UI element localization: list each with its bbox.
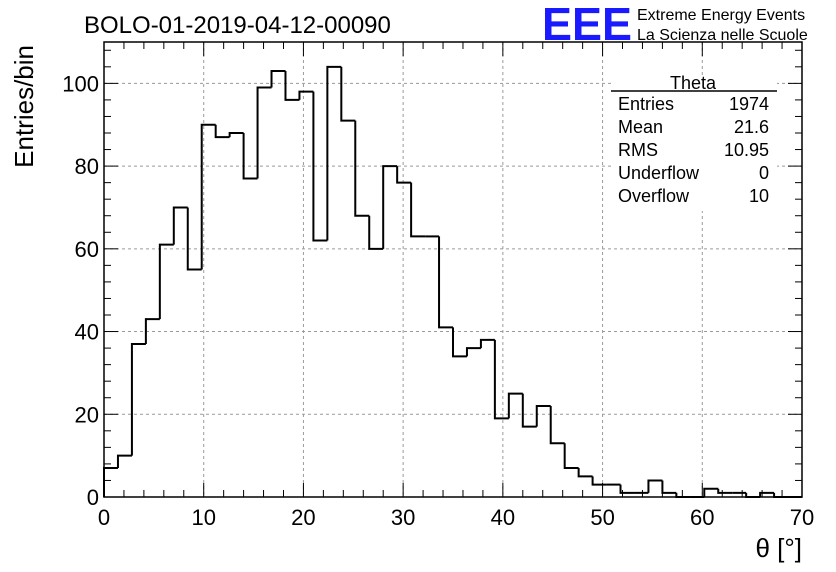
- histogram-bin: [563, 443, 579, 470]
- histogram-bin: [172, 206, 188, 245]
- x-tick-label: 40: [491, 505, 515, 530]
- eee-logo: EEE Extreme Energy Events La Scienza nel…: [542, 0, 808, 50]
- x-tick-label: 0: [98, 505, 110, 530]
- x-tick-label: 60: [690, 505, 714, 530]
- histogram-bin: [354, 120, 370, 217]
- y-axis-title: Entries/bin: [9, 45, 39, 168]
- histogram-bin: [493, 339, 509, 420]
- logo-line-2: La Scienza nelle Scuole: [637, 27, 808, 44]
- histogram-bin: [284, 70, 300, 101]
- histogram-bin: [340, 66, 356, 122]
- histogram-bin: [242, 133, 258, 180]
- stats-row-value: 10.95: [724, 140, 769, 160]
- histogram-bin: [717, 488, 733, 494]
- histogram-bin: [298, 90, 314, 100]
- histogram-bin: [465, 347, 481, 357]
- histogram-bin: [577, 468, 593, 478]
- histogram-bin: [186, 207, 202, 271]
- histogram-bin: [507, 392, 523, 419]
- histogram-bin: [200, 123, 216, 270]
- x-tick-label: 30: [391, 505, 415, 530]
- x-tick-label: 10: [191, 505, 215, 530]
- stats-box-title: Theta: [670, 73, 717, 93]
- stats-row-label: Entries: [618, 94, 674, 114]
- x-tick-label: 50: [590, 505, 614, 530]
- y-tick-label: 20: [75, 402, 99, 427]
- histogram-bin: [759, 491, 775, 497]
- histogram-bin: [410, 182, 426, 238]
- histogram-bin: [479, 338, 495, 349]
- histogram-bin: [368, 215, 384, 250]
- chart-title: BOLO-01-2019-04-12-00090: [84, 12, 391, 39]
- logo-line-1: Extreme Energy Events: [637, 7, 805, 24]
- y-tick-label: 60: [75, 237, 99, 262]
- histogram-bin: [647, 479, 663, 493]
- stats-box-background: [611, 75, 777, 211]
- x-axis-title: θ [°]: [755, 533, 802, 563]
- histogram-bin: [228, 132, 244, 138]
- histogram-bin: [661, 480, 677, 494]
- histogram-bin: [144, 318, 160, 344]
- stats-box: Theta Entries 1974 Mean 21.6 RMS 10.95 Underfl…: [611, 73, 777, 211]
- histogram-bin: [591, 476, 607, 486]
- y-tick-label: 100: [62, 71, 99, 96]
- stats-row-value: 1974: [729, 94, 769, 114]
- histogram-bin: [703, 487, 719, 497]
- x-tick-label: 20: [291, 505, 315, 530]
- plot-frame-rect: [103, 41, 803, 498]
- axis-ticks: [103, 42, 803, 498]
- stats-row-label: Mean: [618, 117, 663, 137]
- y-tick-label: 40: [75, 320, 99, 345]
- histogram-bin: [130, 342, 146, 456]
- stats-row-label: RMS: [618, 140, 658, 160]
- histogram-bin: [535, 405, 551, 427]
- stats-row-label: Overflow: [618, 186, 690, 206]
- y-tick-label: 80: [75, 154, 99, 179]
- stats-row-value: 0: [759, 163, 769, 183]
- x-tick-label: 70: [790, 505, 814, 530]
- histogram-bin: [438, 236, 453, 329]
- y-tick-label: 0: [87, 485, 99, 510]
- histogram-bin: [214, 124, 230, 139]
- histogram-bin: [256, 86, 272, 179]
- stats-row-value: 10: [749, 186, 769, 206]
- grid-lines: [104, 42, 802, 497]
- stats-row-value: 21.6: [734, 117, 769, 137]
- histogram-bin: [103, 467, 118, 497]
- histogram-bin: [396, 166, 412, 184]
- histogram-bin: [382, 165, 398, 249]
- plot-frame: [103, 41, 803, 498]
- histogram-bin: [549, 406, 565, 445]
- histogram-bin: [619, 484, 635, 494]
- histogram-bin: [270, 69, 286, 88]
- stats-row-label: Underflow: [618, 163, 700, 183]
- histogram-bin: [312, 91, 328, 242]
- histogram-bin: [452, 327, 467, 358]
- histogram-bin: [116, 454, 132, 469]
- histogram-bin: [521, 393, 537, 428]
- histogram-bin: [326, 65, 342, 241]
- histogram-bin: [158, 243, 174, 320]
